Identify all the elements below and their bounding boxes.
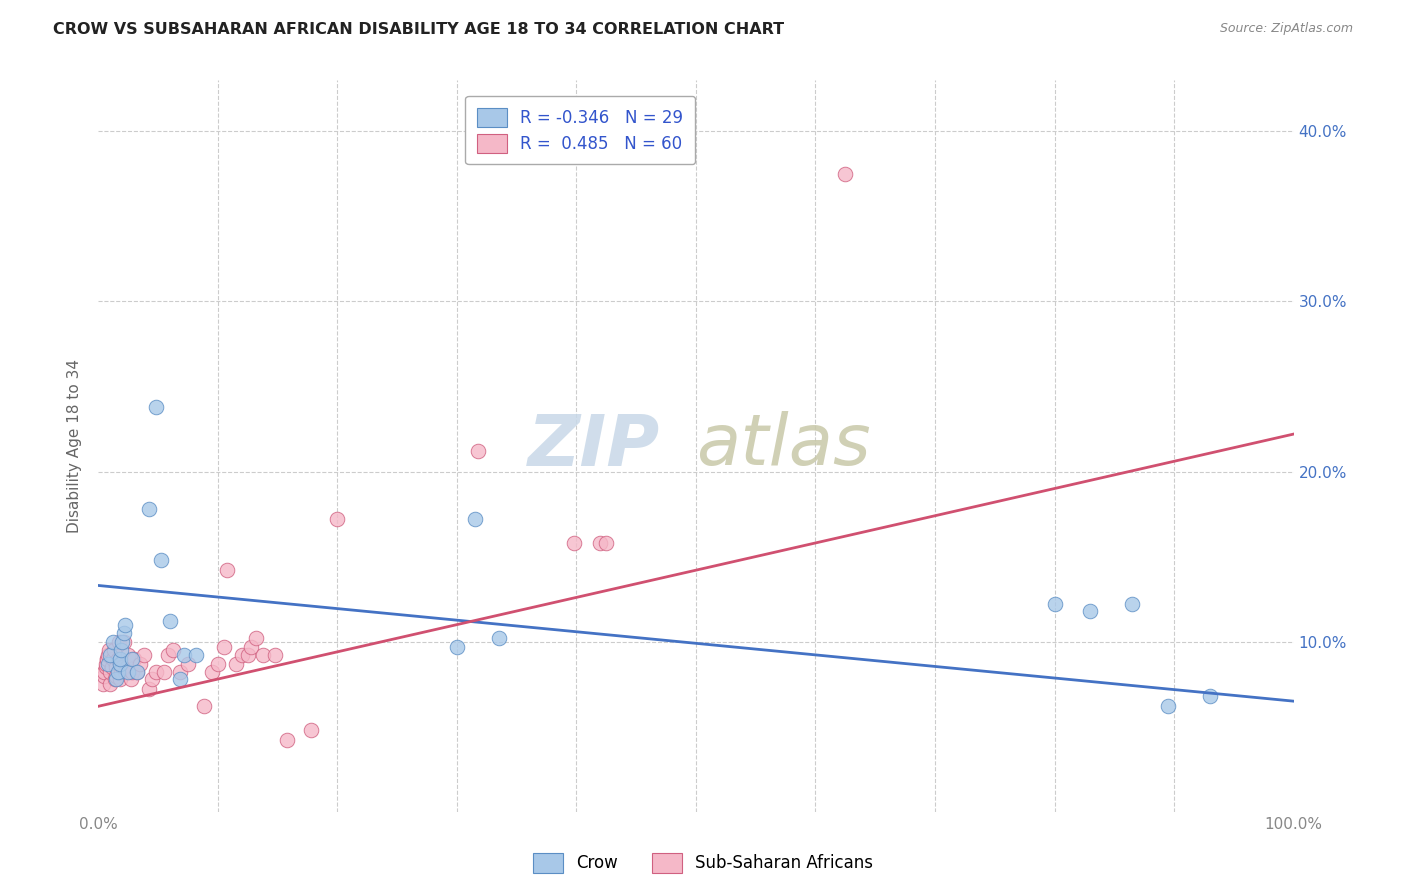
Point — [145, 400, 167, 414]
Point — [107, 665, 129, 680]
Point — [101, 634, 124, 648]
Point — [326, 512, 349, 526]
Point — [186, 648, 208, 663]
Point — [589, 536, 612, 550]
Point — [103, 643, 125, 657]
Point — [96, 651, 118, 665]
Point — [1199, 689, 1222, 703]
Point — [108, 657, 131, 671]
Point — [115, 660, 138, 674]
Point — [107, 651, 129, 665]
Point — [464, 512, 486, 526]
Point — [467, 444, 489, 458]
Point — [562, 536, 585, 550]
Point — [100, 660, 122, 674]
Point — [112, 626, 135, 640]
Point — [264, 648, 287, 663]
Point — [98, 677, 122, 691]
Point — [153, 665, 176, 680]
Text: ZIP: ZIP — [527, 411, 661, 481]
Legend: R = -0.346   N = 29, R =  0.485   N = 60: R = -0.346 N = 29, R = 0.485 N = 60 — [465, 96, 695, 164]
Point — [117, 665, 139, 680]
Point — [105, 672, 128, 686]
Point — [1157, 699, 1180, 714]
Point — [125, 665, 148, 680]
Point — [114, 617, 136, 632]
Point — [156, 648, 179, 663]
Point — [91, 677, 114, 691]
Point — [149, 553, 172, 567]
Point — [121, 651, 143, 665]
Point — [132, 648, 155, 663]
Point — [97, 648, 120, 663]
Point — [299, 723, 322, 737]
Point — [120, 672, 142, 686]
Point — [276, 733, 298, 747]
Point — [834, 167, 856, 181]
Point — [236, 648, 259, 663]
Point — [110, 665, 132, 680]
Point — [446, 640, 468, 654]
Point — [98, 643, 121, 657]
Point — [231, 648, 253, 663]
Point — [111, 634, 134, 648]
Point — [245, 631, 267, 645]
Point — [169, 665, 191, 680]
Point — [177, 657, 200, 671]
Text: atlas: atlas — [696, 411, 870, 481]
Point — [117, 648, 139, 663]
Point — [112, 634, 135, 648]
Point — [124, 651, 146, 665]
Point — [93, 665, 115, 680]
Point — [101, 651, 124, 665]
Point — [162, 643, 184, 657]
Point — [138, 682, 160, 697]
Point — [240, 640, 263, 654]
Point — [1043, 597, 1066, 611]
Point — [111, 660, 134, 674]
Point — [105, 660, 128, 674]
Point — [488, 631, 510, 645]
Point — [110, 643, 132, 657]
Point — [1080, 604, 1102, 618]
Point — [125, 665, 148, 680]
Point — [98, 665, 122, 680]
Point — [108, 651, 131, 665]
Point — [138, 502, 160, 516]
Point — [1121, 597, 1143, 611]
Point — [595, 536, 617, 550]
Text: Source: ZipAtlas.com: Source: ZipAtlas.com — [1219, 22, 1353, 36]
Point — [217, 563, 239, 577]
Point — [159, 614, 181, 628]
Point — [141, 672, 163, 686]
Point — [121, 665, 143, 680]
Point — [173, 648, 195, 663]
Point — [225, 657, 247, 671]
Point — [145, 665, 167, 680]
Point — [201, 665, 224, 680]
Point — [104, 672, 127, 686]
Text: CROW VS SUBSAHARAN AFRICAN DISABILITY AGE 18 TO 34 CORRELATION CHART: CROW VS SUBSAHARAN AFRICAN DISABILITY AG… — [53, 22, 785, 37]
Point — [94, 660, 117, 674]
Point — [212, 640, 235, 654]
Point — [108, 672, 131, 686]
Point — [96, 651, 118, 665]
Point — [105, 668, 128, 682]
Point — [207, 657, 229, 671]
Point — [98, 648, 122, 663]
Legend: Crow, Sub-Saharan Africans: Crow, Sub-Saharan Africans — [526, 847, 880, 880]
Point — [252, 648, 274, 663]
Y-axis label: Disability Age 18 to 34: Disability Age 18 to 34 — [67, 359, 83, 533]
Point — [114, 665, 136, 680]
Point — [94, 657, 117, 671]
Point — [107, 634, 129, 648]
Point — [193, 699, 215, 714]
Point — [93, 668, 115, 682]
Point — [129, 657, 152, 671]
Point — [169, 672, 191, 686]
Point — [97, 657, 120, 671]
